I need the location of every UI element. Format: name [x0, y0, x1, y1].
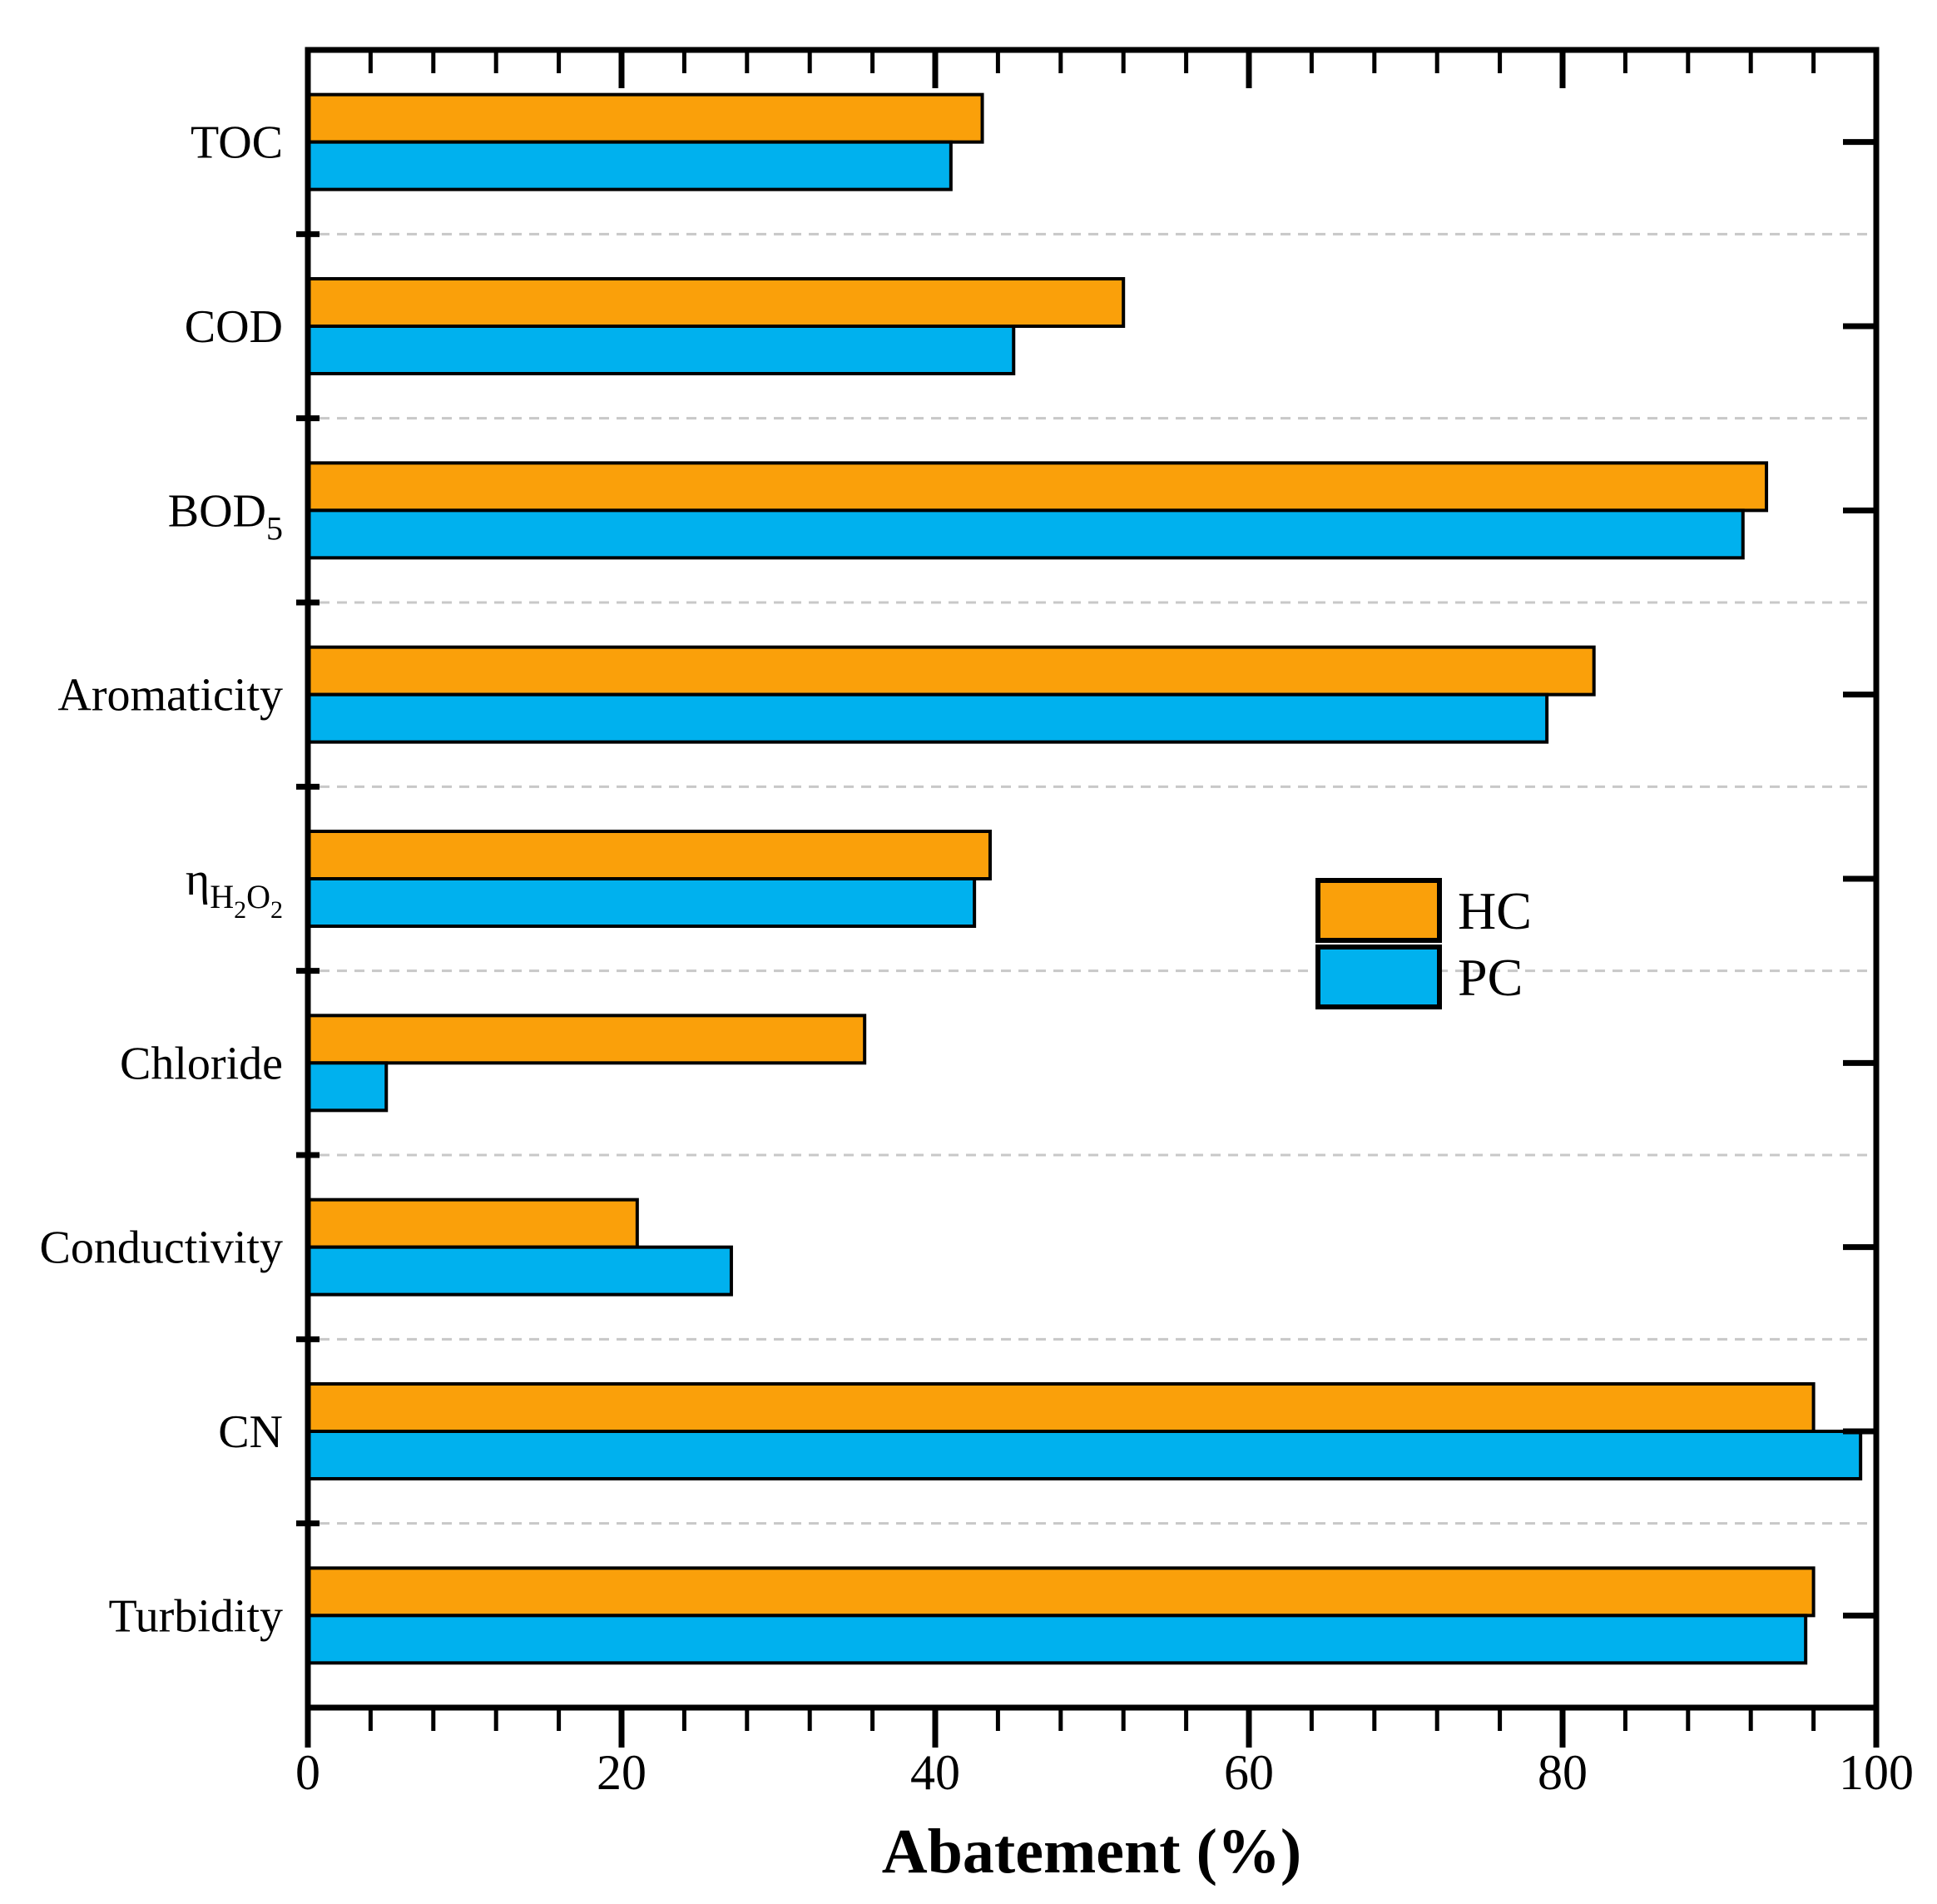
bar-pc-ηh2o2: [306, 877, 977, 928]
x-axis-tick-label: 0: [295, 1745, 320, 1800]
category-label-cod: COD: [185, 301, 283, 353]
bar-pc-turbidity: [306, 1614, 1808, 1665]
category-label-part: 5: [266, 509, 283, 547]
category-label-part: η: [186, 854, 210, 905]
category-label-part: Conductivity: [40, 1222, 283, 1274]
bar-pc-chloride: [306, 1061, 389, 1113]
legend-swatch-pc: [1315, 945, 1442, 1009]
category-label-part: O: [246, 878, 270, 915]
category-label-ηh2o2: ηH2O2: [186, 854, 283, 924]
legend-label-hc: HC: [1458, 881, 1532, 940]
category-label-part: COD: [185, 301, 283, 353]
bar-hc-chloride: [306, 1014, 867, 1065]
category-label-toc: TOC: [191, 117, 283, 169]
x-axis-tick-label: 40: [910, 1745, 960, 1800]
category-label-part: Chloride: [120, 1038, 283, 1089]
x-axis-tick-label: 100: [1839, 1745, 1914, 1800]
plot-area: 0 20 40 60 80 100TOCCODBOD5AromaticityηH2O2Ch…: [40, 47, 1914, 1800]
bar-hc-aromaticity: [306, 645, 1596, 697]
x-axis-tick-label: 80: [1538, 1745, 1588, 1800]
category-label-bod5: BOD5: [168, 485, 283, 547]
x-axis-title: Abatement (%): [882, 1817, 1301, 1887]
bar-pc-aromaticity: [306, 692, 1549, 744]
category-label-aromaticity: Aromaticity: [57, 670, 283, 721]
bar-pc-cn: [306, 1430, 1863, 1480]
bar-pc-bod5: [306, 508, 1745, 560]
category-label-part: BOD: [168, 485, 266, 537]
category-label-part: TOC: [191, 117, 283, 169]
legend: HC PC: [1315, 878, 1532, 1009]
bar-hc-cod: [306, 277, 1126, 328]
bar-hc-ηh2o2: [306, 830, 992, 880]
category-label-part: 2: [270, 896, 283, 924]
bar-pc-toc: [306, 140, 953, 191]
bar-pc-cod: [306, 325, 1016, 375]
bar-pc-conductivity: [306, 1245, 733, 1297]
legend-label-pc: PC: [1458, 948, 1523, 1007]
category-label-part: 2: [234, 896, 246, 924]
legend-swatch-hc: [1315, 878, 1442, 943]
bar-hc-toc: [306, 92, 984, 144]
x-axis-tick-label: 60: [1224, 1745, 1274, 1800]
category-label-part: CN: [218, 1406, 283, 1458]
bar-hc-cn: [306, 1382, 1816, 1433]
bar-hc-bod5: [306, 461, 1769, 513]
category-label-chloride: Chloride: [120, 1038, 283, 1089]
category-label-part: Aromaticity: [57, 670, 283, 721]
category-label-part: H: [210, 878, 234, 915]
bar-hc-turbidity: [306, 1566, 1816, 1618]
x-axis-tick-label: 20: [597, 1745, 646, 1800]
category-label-turbidity: Turbidity: [108, 1590, 283, 1642]
bar-hc-conductivity: [306, 1197, 639, 1249]
category-label-part: Turbidity: [108, 1590, 283, 1642]
category-label-cn: CN: [218, 1406, 283, 1458]
category-label-conductivity: Conductivity: [40, 1222, 283, 1274]
axis-frame: [305, 47, 1880, 1711]
